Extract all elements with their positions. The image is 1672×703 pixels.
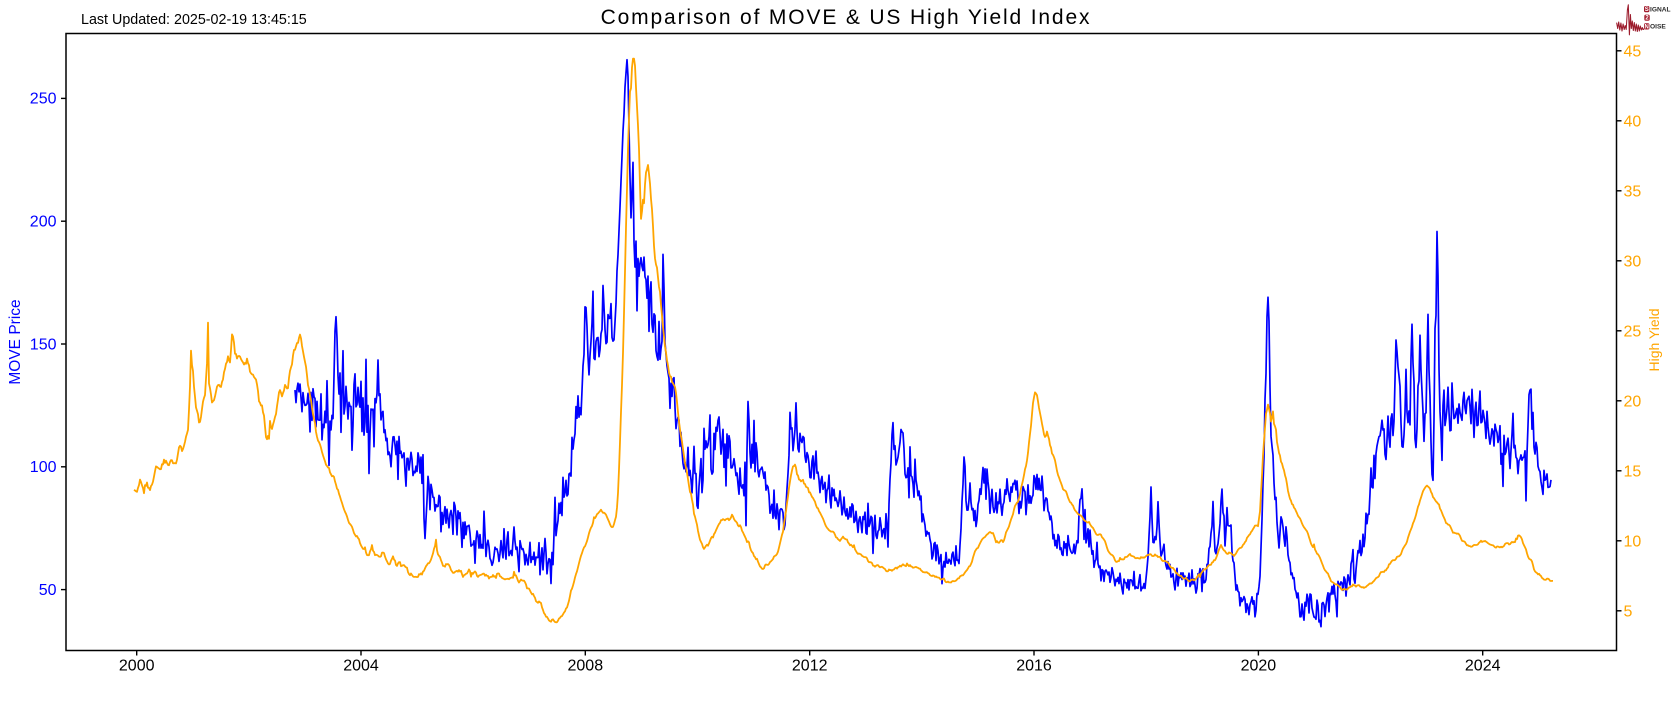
svg-text:15: 15 [1624, 463, 1642, 480]
svg-text:150: 150 [30, 336, 57, 353]
svg-text:2: 2 [1645, 16, 1649, 22]
svg-text:2020: 2020 [1241, 658, 1277, 675]
svg-text:100: 100 [30, 459, 57, 476]
svg-text:IGNAL: IGNAL [1650, 6, 1671, 13]
svg-text:10: 10 [1624, 533, 1642, 550]
svg-text:MOVE Price: MOVE Price [7, 299, 24, 384]
svg-text:2008: 2008 [568, 658, 604, 675]
svg-text:5: 5 [1624, 603, 1633, 620]
svg-text:2024: 2024 [1465, 658, 1501, 675]
svg-text:2004: 2004 [343, 658, 379, 675]
svg-text:20: 20 [1624, 393, 1642, 410]
svg-text:45: 45 [1624, 43, 1642, 60]
svg-text:Last Updated: 2025-02-19 13:45: Last Updated: 2025-02-19 13:45:15 [81, 12, 307, 28]
svg-text:50: 50 [39, 582, 57, 599]
svg-text:30: 30 [1624, 253, 1642, 270]
svg-text:Comparison of MOVE & US High Y: Comparison of MOVE & US High Yield Index [601, 6, 1092, 29]
svg-text:High Yield: High Yield [1646, 308, 1662, 371]
svg-text:2000: 2000 [119, 658, 155, 675]
svg-text:2012: 2012 [792, 658, 828, 675]
svg-text:2016: 2016 [1016, 658, 1052, 675]
svg-text:200: 200 [30, 214, 57, 231]
svg-text:25: 25 [1624, 323, 1642, 340]
svg-text:250: 250 [30, 91, 57, 108]
svg-text:N: N [1645, 24, 1649, 30]
svg-text:40: 40 [1624, 113, 1642, 130]
svg-text:35: 35 [1624, 183, 1642, 200]
svg-text:OISE: OISE [1650, 24, 1666, 31]
svg-text:S: S [1645, 7, 1649, 13]
